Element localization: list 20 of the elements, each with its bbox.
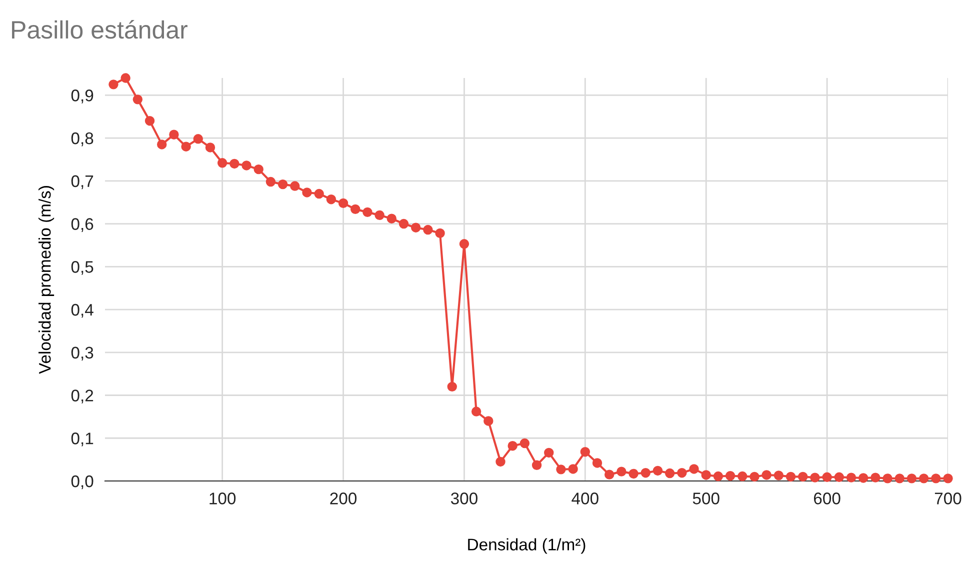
x-tick-label: 600 — [814, 492, 840, 504]
x-tick-label: 300 — [450, 492, 478, 504]
y-tick-label: 0,0 — [71, 475, 94, 490]
x-tick-label: 500 — [692, 492, 720, 504]
y-tick-label: 0,7 — [71, 175, 94, 190]
y-tick-label: 0,5 — [71, 261, 94, 275]
y-tick-label: 0,9 — [71, 90, 94, 104]
y-axis-title: Velocidad promedio (m/s) — [38, 186, 54, 374]
y-tick-label: 0,1 — [71, 432, 94, 446]
y-tick-label: 0,4 — [71, 304, 94, 318]
x-tick-label: 200 — [330, 492, 357, 504]
y-tick-label: 0,6 — [71, 218, 94, 232]
x-tick-label: 400 — [572, 492, 598, 504]
y-tick-label: 0,3 — [71, 346, 94, 361]
y-tick-label: 0,8 — [71, 132, 94, 146]
y-tick-label: 0,2 — [71, 390, 94, 404]
x-tick-label: 100 — [210, 492, 236, 504]
x-tick-label: 700 — [934, 492, 962, 504]
chart-title: Pasillo estándar — [12, 20, 188, 39]
x-axis-title: Densidad (1/m²) — [468, 538, 586, 554]
